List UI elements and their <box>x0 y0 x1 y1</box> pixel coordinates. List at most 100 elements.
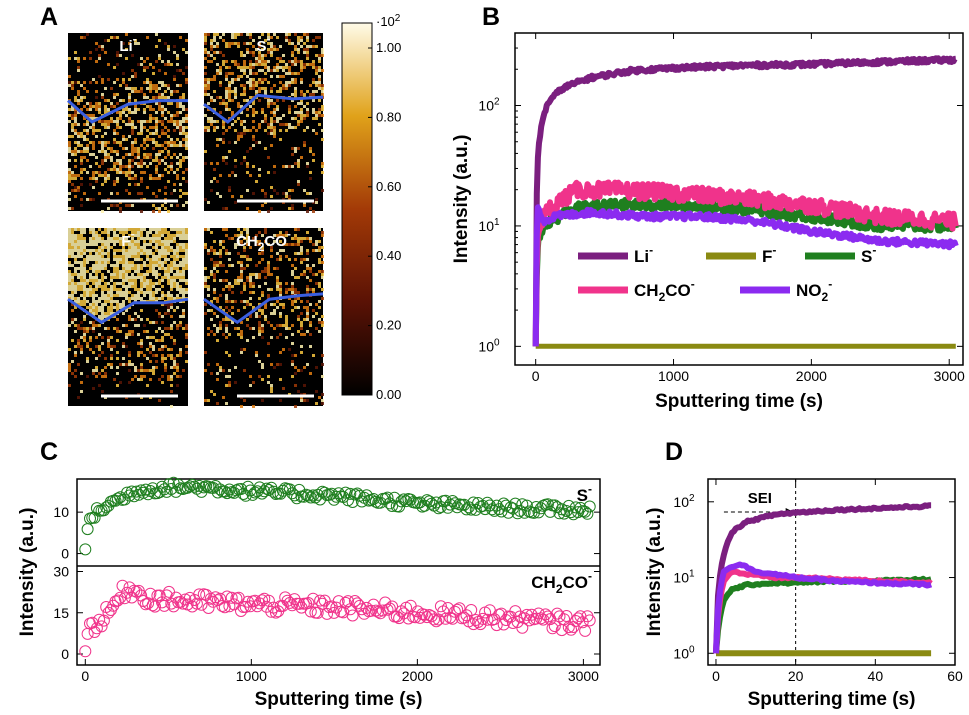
map-pixel <box>282 66 285 69</box>
map-pixel <box>140 309 143 312</box>
map-pixel <box>140 210 143 213</box>
map-pixel <box>74 150 77 153</box>
map-pixel <box>222 318 225 321</box>
map-pixel <box>137 153 140 156</box>
map-pixel <box>267 66 270 69</box>
map-pixel <box>249 72 252 75</box>
map-pixel <box>80 279 83 282</box>
map-pixel <box>264 315 267 318</box>
map-pixel <box>234 381 237 384</box>
map-pixel <box>164 207 167 210</box>
map-pixel <box>110 312 113 315</box>
map-pixel <box>95 81 98 84</box>
map-pixel <box>92 153 95 156</box>
map-pixel <box>80 36 83 39</box>
map-pixel <box>261 363 264 366</box>
map-pixel <box>185 51 188 54</box>
map-pixel <box>152 87 155 90</box>
map-pixel <box>167 237 170 240</box>
map-pixel <box>86 249 89 252</box>
data-point-ch2co <box>560 610 573 622</box>
map-pixel <box>288 84 291 87</box>
map-pixel <box>95 270 98 273</box>
map-pixel <box>294 150 297 153</box>
map-pixel <box>216 372 219 375</box>
map-pixel <box>83 81 86 84</box>
map-pixel <box>285 321 288 324</box>
map-pixel <box>80 300 83 303</box>
map-pixel <box>89 198 92 201</box>
map-pixel <box>276 48 279 51</box>
map-pixel <box>116 123 119 126</box>
map-pixel <box>122 279 125 282</box>
map-pixel <box>318 306 321 309</box>
map-pixel <box>182 156 185 159</box>
map-pixel <box>185 327 188 330</box>
map-pixel <box>258 261 261 264</box>
map-pixel <box>252 84 255 87</box>
map-pixel <box>297 315 300 318</box>
map-pixel <box>158 339 161 342</box>
map-pixel <box>122 312 125 315</box>
map-pixel <box>143 111 146 114</box>
map-pixel <box>77 123 80 126</box>
map-pixel <box>113 228 116 231</box>
map-pixel <box>149 291 152 294</box>
map-pixel <box>125 285 128 288</box>
data-point-ch2co <box>348 595 361 607</box>
map-pixel <box>131 234 134 237</box>
map-pixel <box>267 273 270 276</box>
map-pixel <box>119 330 122 333</box>
map-pixel <box>122 138 125 141</box>
map-pixel <box>134 246 137 249</box>
map-pixel <box>137 108 140 111</box>
map-pixel <box>294 93 297 96</box>
map-pixel <box>149 351 152 354</box>
map-pixel <box>306 288 309 291</box>
map-pixel <box>113 138 116 141</box>
map-pixel <box>86 255 89 258</box>
map-pixel <box>222 54 225 57</box>
map-pixel <box>213 288 216 291</box>
data-point-ch2co <box>165 597 178 610</box>
map-pixel <box>149 120 152 123</box>
map-pixel <box>101 78 104 81</box>
map-pixel <box>315 366 318 369</box>
map-pixel <box>258 42 261 45</box>
map-pixel <box>306 48 309 51</box>
map-pixel <box>83 156 86 159</box>
map-pixel <box>158 39 161 42</box>
y-axis-title: Intensity (a.u.) <box>17 508 38 637</box>
map-pixel <box>246 231 249 234</box>
map-pixel <box>149 63 152 66</box>
map-pixel <box>309 177 312 180</box>
map-pixel <box>228 93 231 96</box>
map-pixel <box>285 72 288 75</box>
data-point-s <box>202 480 215 493</box>
map-pixel <box>228 186 231 189</box>
map-pixel <box>185 228 188 231</box>
map-pixel <box>261 312 264 315</box>
map-pixel <box>161 111 164 114</box>
map-pixel <box>321 189 324 192</box>
map-pixel <box>294 90 297 93</box>
map-label: F- <box>121 227 134 250</box>
map-pixel <box>210 162 213 165</box>
map-pixel <box>204 399 207 402</box>
map-pixel <box>210 300 213 303</box>
map-pixel <box>176 69 179 72</box>
map-pixel <box>107 345 110 348</box>
map-pixel <box>122 252 125 255</box>
map-pixel <box>104 144 107 147</box>
map-pixel <box>300 90 303 93</box>
map-pixel <box>155 60 158 63</box>
map-pixel <box>222 138 225 141</box>
map-pixel <box>68 228 71 231</box>
map-pixel <box>125 87 128 90</box>
map-pixel <box>110 363 113 366</box>
map-pixel <box>83 276 86 279</box>
map-pixel <box>131 231 134 234</box>
map-1: Li- <box>67 32 188 213</box>
data-point-s <box>502 506 515 519</box>
y-tick-exp: 1 <box>494 217 500 228</box>
